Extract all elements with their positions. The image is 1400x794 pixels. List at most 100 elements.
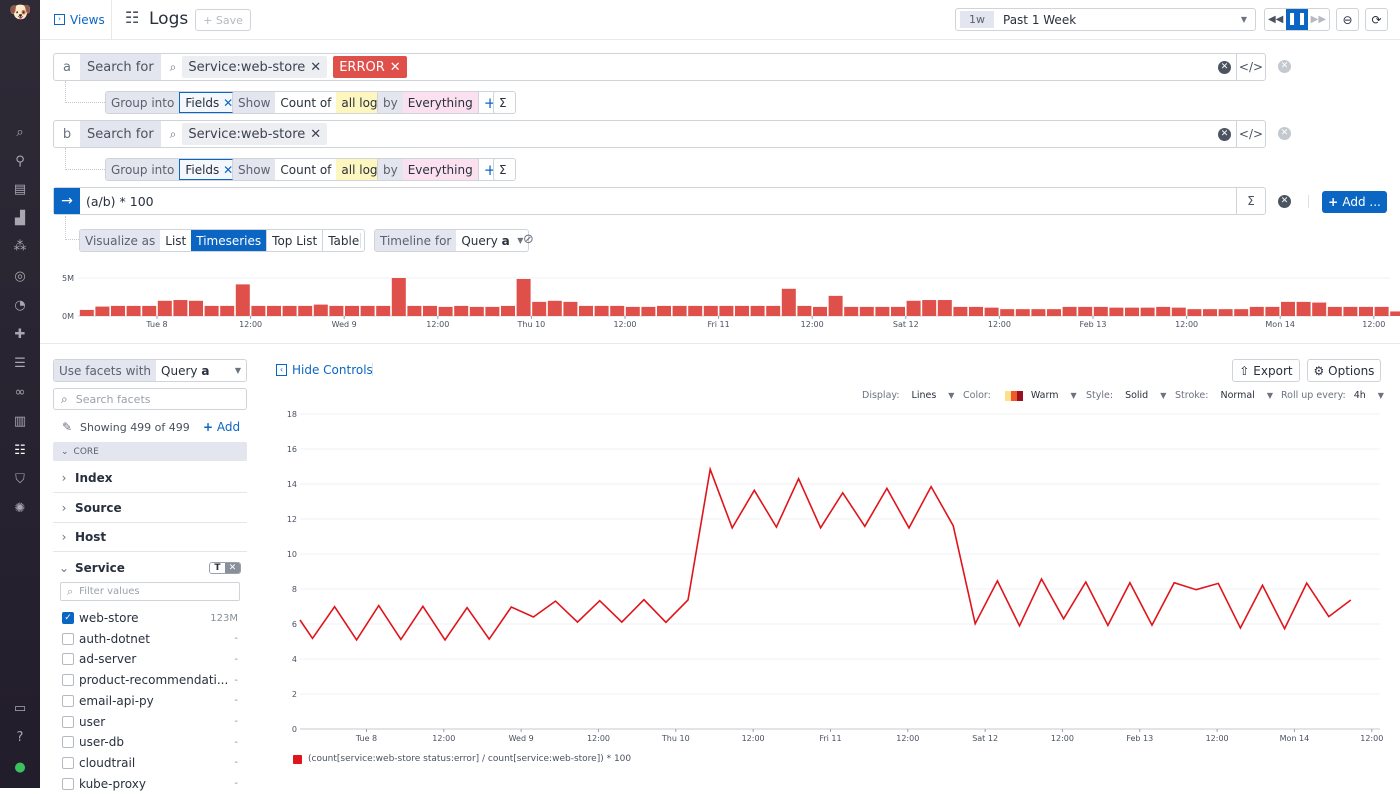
facet-value-item[interactable]: email-api-py - [62, 691, 238, 711]
viz-toplist-tab[interactable]: Top List [266, 230, 322, 251]
timeseries-chart[interactable]: 0 2 4 6 8 10 12 14 16 18 Tue 8 12:00 Wed 9 12:00 Thu 1… [0, 400, 1400, 750]
filter-values-input[interactable]: ⌕ Filter values [60, 582, 240, 601]
rewind-button[interactable]: ◀◀ [1267, 14, 1284, 25]
remove-chip-icon[interactable]: ✕ [389, 59, 401, 75]
facet-source[interactable]: › Source [53, 494, 247, 523]
monitors-icon[interactable]: ◎ [14, 269, 26, 284]
viz-table-tab[interactable]: Table [322, 230, 364, 251]
core-section-header[interactable]: ⌄ CORE [53, 442, 247, 461]
color-control[interactable]: Color: Warm ▼ [963, 390, 1077, 401]
measure-dropdown[interactable]: all logs [336, 159, 389, 180]
facet-value-item[interactable]: cloudtrail - [62, 753, 238, 773]
legend-label[interactable]: (count[service:web-store status:error] /… [308, 754, 632, 764]
style-control[interactable]: Style: Solid ▼ [1086, 390, 1166, 401]
facet-query-dropdown[interactable]: Query a ▼ [156, 360, 246, 381]
export-button[interactable]: ⇧ Export [1232, 359, 1300, 382]
x-tick-label: 12:00 [801, 320, 824, 329]
function-button[interactable]: Σ [493, 158, 516, 181]
fields-dropdown[interactable]: Fields ✕ [179, 159, 240, 180]
hide-controls-button[interactable]: ‹ Hide Controls [276, 363, 373, 377]
datadog-logo-icon[interactable]: 🐶 [9, 2, 32, 23]
checkbox[interactable] [62, 632, 74, 645]
filter-chip[interactable]: Service:web-store ✕ [182, 123, 328, 145]
display-control[interactable]: Display: Lines ▼ [862, 390, 954, 401]
facet-value-item[interactable]: user - [62, 712, 238, 732]
facet-value-item[interactable]: ✓ web-store 123M [62, 608, 238, 628]
facet-service[interactable]: ⌄ Service T ✕ [53, 553, 247, 582]
checkbox[interactable] [62, 715, 74, 728]
remove-chip-icon[interactable]: ✕ [310, 126, 322, 142]
fields-dropdown[interactable]: Fields ✕ [179, 92, 240, 113]
function-button[interactable]: Σ [493, 91, 516, 114]
group-by-dropdown[interactable]: Everything [402, 159, 478, 180]
options-button[interactable]: ⚙ Options [1307, 359, 1381, 382]
checkbox[interactable] [62, 694, 74, 707]
clear-search-icon[interactable]: ✕ [1218, 61, 1231, 74]
notebooks-icon[interactable]: ▥ [13, 414, 27, 429]
security-icon[interactable]: ⛉ [15, 472, 25, 487]
code-view-button[interactable]: </> [1236, 54, 1265, 80]
remove-formula-icon[interactable]: ✕ [1278, 195, 1291, 208]
checkbox[interactable]: ✓ [62, 612, 74, 624]
time-range-picker[interactable]: 1w Past 1 Week ▼ [955, 8, 1256, 31]
apm-icon[interactable]: ◔ [14, 298, 26, 313]
measure-dropdown[interactable]: all logs [336, 92, 389, 113]
checkbox[interactable] [62, 653, 74, 666]
add-query-button[interactable]: + Add ... [1322, 191, 1387, 213]
clear-search-icon[interactable]: ✕ [1218, 128, 1231, 141]
integrations-icon[interactable]: ⁂ [13, 239, 27, 254]
ux-monitoring-icon[interactable]: ✺ [14, 501, 26, 516]
refresh-button[interactable]: ⟳ [1365, 8, 1388, 31]
views-button[interactable]: › Views [40, 0, 112, 39]
checkbox[interactable] [62, 674, 74, 687]
facet-value-item[interactable]: product-recommendati... - [62, 670, 238, 690]
error-status-chip[interactable]: ERROR ✕ [333, 56, 407, 78]
pencil-icon[interactable]: ✎ [62, 420, 73, 434]
log-volume-histogram[interactable]: 0M 5M Tue 8 12:00 Wed 9 12:00 Thu 10 12:00 Fri 1… [0, 260, 1400, 340]
dashboards-icon[interactable]: ▤ [13, 182, 27, 197]
chat-icon[interactable]: ▭ [13, 701, 27, 716]
pause-button[interactable]: ❚❚ [1286, 9, 1308, 30]
remove-chip-icon[interactable]: ✕ [310, 59, 322, 75]
facet-value-item[interactable]: auth-dotnet - [62, 629, 238, 649]
facet-value-item[interactable]: user-db - [62, 732, 238, 752]
search-facets-input[interactable]: ⌕ Search facets [53, 388, 247, 410]
viz-timeseries-tab[interactable]: Timeseries [191, 230, 267, 251]
facet-value-item[interactable]: kube-proxy - [62, 774, 238, 794]
account-avatar-icon[interactable]: ● [14, 760, 26, 775]
add-facet-button[interactable]: + Add [203, 420, 240, 434]
remove-query-icon[interactable]: ✕ [1278, 60, 1291, 73]
pipelines-icon[interactable]: ☰ [14, 356, 26, 371]
code-view-button[interactable]: </> [1236, 121, 1265, 147]
search-icon[interactable]: ⌕ [16, 125, 24, 140]
network-icon[interactable]: ∞ [14, 385, 26, 400]
timeline-query-dropdown[interactable]: Query a ▼ [456, 230, 528, 251]
stroke-control[interactable]: Stroke: Normal ▼ [1175, 390, 1273, 401]
help-icon[interactable]: ? [16, 730, 24, 745]
binoculars-icon[interactable]: ⚲ [15, 154, 25, 169]
rollup-control[interactable]: Roll up every: 4h ▼ [1281, 390, 1384, 401]
function-button[interactable]: Σ [1236, 188, 1265, 214]
checkbox[interactable] [62, 756, 74, 769]
zoom-out-button[interactable]: ⊖ [1336, 8, 1359, 31]
facet-value-item[interactable]: ad-server - [62, 649, 238, 669]
remove-query-icon[interactable]: ✕ [1278, 127, 1291, 140]
forward-button[interactable]: ▶▶ [1310, 14, 1327, 25]
infrastructure-icon[interactable]: ✚ [14, 327, 26, 342]
facet-host[interactable]: › Host [53, 523, 247, 552]
save-button[interactable]: + Save [195, 9, 251, 31]
group-by-dropdown[interactable]: Everything [402, 92, 478, 113]
aggregation-dropdown[interactable]: Count of [280, 162, 332, 177]
close-icon[interactable]: ✕ [225, 562, 240, 573]
formula-input[interactable]: (a/b) * 100 [86, 193, 154, 209]
viz-list-tab[interactable]: List [165, 233, 187, 248]
filter-icon[interactable]: T [210, 562, 225, 573]
filter-chip[interactable]: Service:web-store ✕ [182, 56, 328, 78]
checkbox[interactable] [62, 736, 74, 749]
metrics-icon[interactable]: ▟ [15, 211, 25, 226]
aggregation-dropdown[interactable]: Count of [280, 95, 332, 110]
eye-slash-icon[interactable]: ⊘ [523, 232, 534, 247]
logs-icon[interactable]: ☷ [14, 443, 26, 458]
x-tick-label: 12:00 [988, 320, 1011, 329]
facet-index[interactable]: › Index [53, 464, 247, 493]
